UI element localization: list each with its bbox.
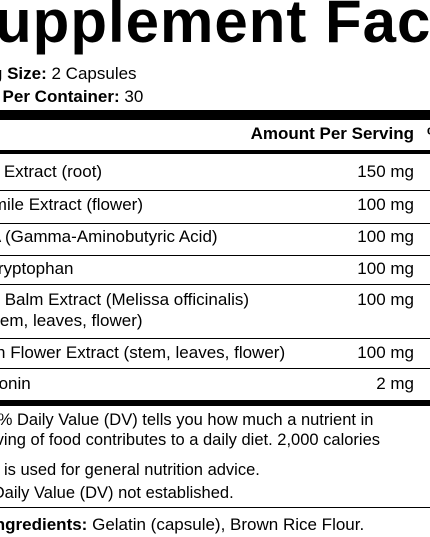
- row-divider: [0, 284, 430, 285]
- divider-above-other-ingredients: [0, 507, 430, 508]
- footnote-line: a day is used for general nutrition advi…: [0, 461, 260, 479]
- ingredient-name: L-Tryptophan: [0, 259, 74, 278]
- row-divider: [0, 223, 430, 224]
- footnote-line: * The % Daily Value (DV) tells you how m…: [0, 411, 374, 429]
- ingredient-amount: 2 mg: [376, 374, 414, 393]
- serving-size-value: 2 Capsules: [51, 64, 137, 83]
- servings-per-container-label: Servings Per Container:: [0, 87, 120, 106]
- ingredient-name: Valerian Extract (root): [0, 162, 103, 181]
- ingredient-name: Lemon Balm Extract (Melissa officinalis): [0, 290, 250, 309]
- row-divider: [0, 255, 430, 256]
- servings-per-container: Servings Per Container: 30: [0, 87, 143, 107]
- footnote-line: † Daily Value (DV) not established.: [0, 484, 234, 502]
- panel-title: Supplement Facts: [0, 0, 430, 55]
- ingredient-name: Passion Flower Extract (stem, leaves, fl…: [0, 343, 286, 362]
- row-divider: [0, 190, 430, 191]
- row-divider: [0, 368, 430, 369]
- other-ingredients-value: Gelatin (capsule), Brown Rice Flour.: [92, 515, 365, 534]
- thick-divider-bottom: [0, 400, 430, 406]
- serving-size: Serving Size: 2 Capsules: [0, 64, 137, 84]
- other-ingredients-label: Other Ingredients:: [0, 515, 88, 534]
- ingredient-amount: 100 mg: [357, 195, 414, 214]
- ingredient-amount: 100 mg: [357, 343, 414, 362]
- row-divider: [0, 338, 430, 339]
- ingredient-amount: 100 mg: [357, 227, 414, 246]
- servings-per-container-value: 30: [124, 87, 144, 106]
- amount-per-serving-header: Amount Per Serving: [250, 124, 414, 143]
- ingredient-name: Chamomile Extract (flower): [0, 195, 143, 214]
- divider-under-header: [0, 150, 430, 154]
- ingredient-amount: 150 mg: [357, 162, 414, 181]
- serving-size-label: Serving Size:: [0, 64, 47, 83]
- ingredient-amount: 100 mg: [357, 259, 414, 278]
- ingredient-name-continued: (stem, leaves, flower): [0, 311, 143, 330]
- footnote-line: a serving of food contributes to a daily…: [0, 431, 380, 449]
- daily-value-header: %: [427, 124, 430, 138]
- thick-divider-top: [0, 110, 430, 120]
- ingredient-name: Melatonin: [0, 374, 31, 393]
- ingredient-name: GABA (Gamma-Aminobutyric Acid): [0, 227, 218, 246]
- table-row: Lemon Balm Extract (Melissa officinalis)…: [0, 289, 430, 334]
- other-ingredients: Other Ingredients: Gelatin (capsule), Br…: [0, 515, 364, 535]
- ingredient-amount: 100 mg: [357, 290, 414, 309]
